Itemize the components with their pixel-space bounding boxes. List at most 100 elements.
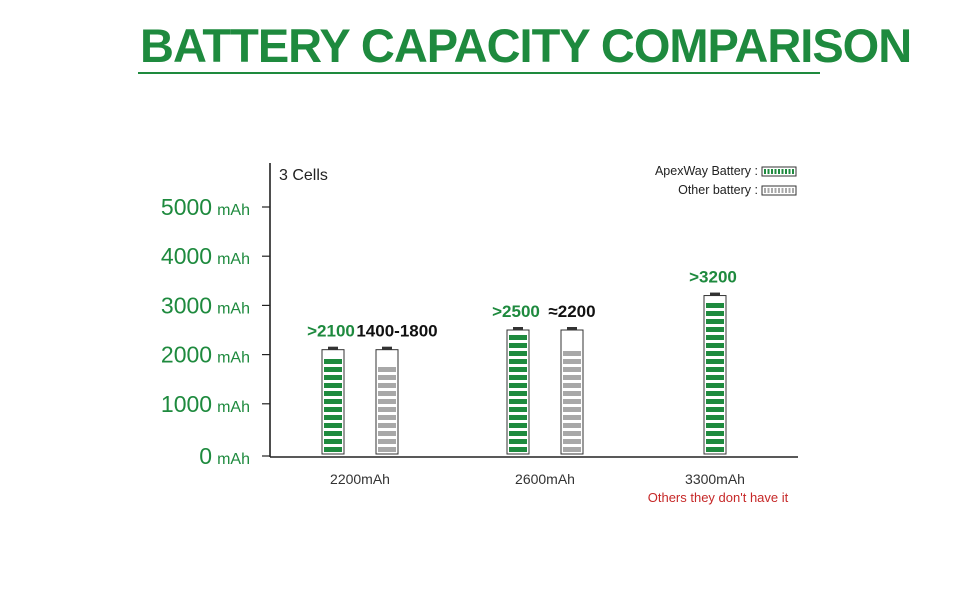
battery-cell-stripe: [563, 359, 581, 364]
battery-cell-stripe: [378, 391, 396, 396]
battery-cell-stripe: [324, 359, 342, 364]
battery-cell-stripe: [509, 335, 527, 340]
legend-swatch-apexway-stripe: [792, 169, 794, 174]
legend-swatch-apexway-stripe: [781, 169, 784, 174]
bar-apexway-2600mAh: [506, 327, 530, 455]
battery-cell-stripe: [509, 447, 527, 452]
x-tick-label: 2600mAh: [515, 471, 575, 487]
data-label-other: ≈2200: [548, 302, 595, 321]
battery-cell-stripe: [378, 367, 396, 372]
y-tick-label: 0 mAh: [199, 443, 250, 469]
battery-cell-stripe: [509, 351, 527, 356]
battery-cell-stripe: [563, 407, 581, 412]
y-tick-label: 3000 mAh: [161, 292, 250, 318]
battery-cell-stripe: [706, 439, 724, 444]
battery-cell-stripe: [563, 439, 581, 444]
battery-cell-stripe: [706, 407, 724, 412]
y-tick-label: 5000 mAh: [161, 194, 250, 220]
battery-cell-stripe: [324, 423, 342, 428]
battery-cell-stripe: [706, 399, 724, 404]
battery-cell-stripe: [706, 311, 724, 316]
battery-cell-stripe: [706, 351, 724, 356]
battery-cell-stripe: [509, 399, 527, 404]
battery-cell-stripe: [509, 383, 527, 388]
battery-cell-stripe: [324, 431, 342, 436]
battery-cell-stripe: [378, 447, 396, 452]
battery-cell-stripe: [324, 447, 342, 452]
battery-terminal: [567, 327, 577, 330]
battery-cell-stripe: [324, 375, 342, 380]
chart-subtitle: 3 Cells: [279, 167, 328, 184]
data-label-apexway: >2100: [307, 322, 355, 341]
x-tick-label: 3300mAh: [685, 471, 745, 487]
battery-cell-stripe: [563, 399, 581, 404]
battery-cell-stripe: [706, 343, 724, 348]
legend-swatch-apexway-stripe: [774, 169, 777, 174]
legend-swatch-other-stripe: [788, 188, 791, 193]
battery-cell-stripe: [563, 375, 581, 380]
battery-cell-stripe: [706, 391, 724, 396]
battery-cell-stripe: [509, 391, 527, 396]
battery-cell-stripe: [706, 431, 724, 436]
battery-cell-stripe: [378, 375, 396, 380]
battery-cell-stripe: [324, 407, 342, 412]
legend-swatch-other-stripe: [771, 188, 773, 193]
legend-swatch-other-stripe: [774, 188, 777, 193]
legend-swatch-other-stripe: [778, 188, 780, 193]
bar-apexway-3300mAh: [703, 292, 727, 455]
battery-cell-stripe: [563, 351, 581, 356]
battery-cell-stripe: [706, 423, 724, 428]
battery-cell-stripe: [706, 335, 724, 340]
battery-cell-stripe: [324, 439, 342, 444]
y-tick-label: 2000 mAh: [161, 342, 250, 368]
y-tick-label: 1000 mAh: [161, 391, 250, 417]
battery-cell-stripe: [509, 343, 527, 348]
bar-other-2200mAh: [375, 346, 399, 455]
legend-swatch-other-stripe: [792, 188, 794, 193]
battery-cell-stripe: [324, 399, 342, 404]
battery-cell-stripe: [324, 415, 342, 420]
battery-cell-stripe: [509, 359, 527, 364]
battery-cell-stripe: [378, 423, 396, 428]
battery-cell-stripe: [706, 375, 724, 380]
battery-cell-stripe: [509, 439, 527, 444]
battery-cell-stripe: [706, 415, 724, 420]
battery-cell-stripe: [378, 431, 396, 436]
battery-terminal: [513, 327, 523, 330]
battery-cell-stripe: [563, 367, 581, 372]
battery-cell-stripe: [509, 415, 527, 420]
battery-cell-stripe: [563, 415, 581, 420]
data-label-apexway: >2500: [492, 302, 540, 321]
battery-cell-stripe: [706, 383, 724, 388]
title-underline: [138, 72, 820, 74]
legend-swatch-apexway-stripe: [778, 169, 780, 174]
battery-cell-stripe: [563, 391, 581, 396]
battery-cell-stripe: [706, 303, 724, 308]
battery-cell-stripe: [378, 383, 396, 388]
legend-swatch-apexway-stripe: [785, 169, 787, 174]
x-tick-label: 2200mAh: [330, 471, 390, 487]
battery-cell-stripe: [324, 391, 342, 396]
bar-other-2600mAh: [560, 327, 584, 455]
battery-cell-stripe: [509, 423, 527, 428]
battery-terminal: [382, 346, 392, 350]
legend-swatch-other-stripe: [781, 188, 784, 193]
legend-swatch-apexway-stripe: [771, 169, 773, 174]
battery-cell-stripe: [378, 399, 396, 404]
battery-terminal: [328, 346, 338, 350]
battery-cell-stripe: [706, 319, 724, 324]
battery-cell-stripe: [563, 423, 581, 428]
battery-cell-stripe: [563, 447, 581, 452]
legend-swatch-apexway-stripe: [764, 169, 766, 174]
battery-cell-stripe: [563, 383, 581, 388]
bar-apexway-2200mAh: [321, 346, 345, 455]
battery-cell-stripe: [563, 431, 581, 436]
battery-cell-stripe: [706, 447, 724, 452]
battery-terminal: [710, 292, 720, 296]
battery-cell-stripe: [706, 367, 724, 372]
legend-label-apexway: ApexWay Battery :: [655, 164, 758, 178]
legend-label-other: Other battery :: [678, 183, 758, 197]
battery-cell-stripe: [378, 407, 396, 412]
battery-cell-stripe: [706, 359, 724, 364]
